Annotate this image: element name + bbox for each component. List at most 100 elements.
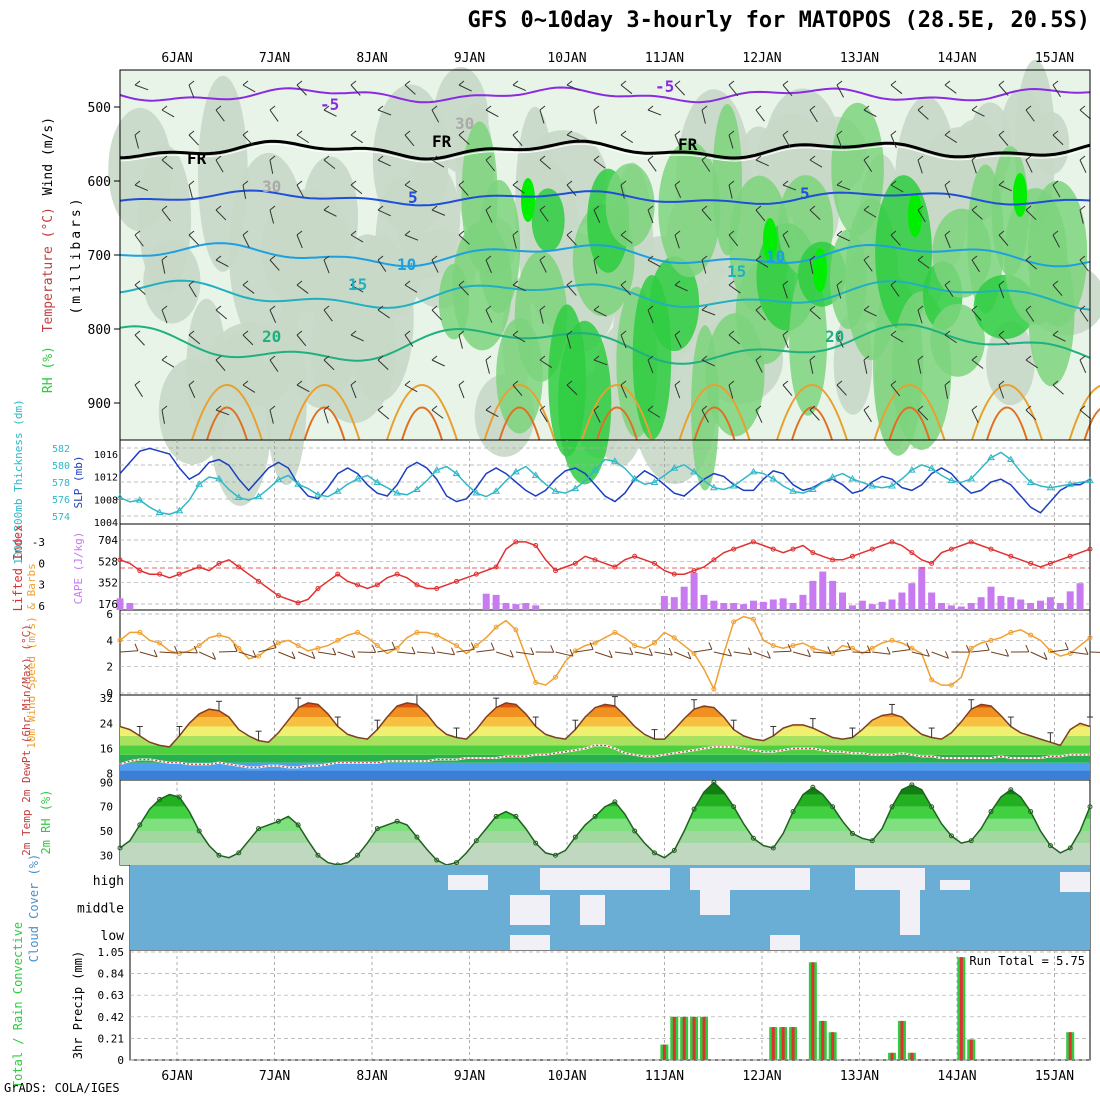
wind-speed-line-point <box>790 643 796 649</box>
wind-barb <box>134 184 149 192</box>
lifted-index-line-point <box>275 593 281 599</box>
wind-barb-flag <box>404 230 411 236</box>
wind-barb <box>701 159 711 172</box>
wind-barb-flag <box>296 380 303 386</box>
wind-barb-flag <box>296 330 303 336</box>
upper-air-rh-shading <box>108 59 1100 507</box>
thickness-line-point <box>670 464 679 471</box>
wind-barb <box>296 184 305 198</box>
wind-barb-flag <box>674 380 681 386</box>
wind-barb-flag <box>458 80 465 86</box>
wind-barb <box>458 134 470 145</box>
wind-barb-10m-flag <box>470 642 475 650</box>
wind-barb-flag <box>431 405 438 411</box>
wind-barb-10m-flag <box>965 644 970 653</box>
temp-tick-label: 16 <box>100 743 113 756</box>
lifted-index-line-point <box>810 550 816 556</box>
rh-patch-high <box>1027 180 1088 327</box>
wind-barb <box>377 109 392 116</box>
cape-bar <box>720 603 728 610</box>
wind-barb-flag <box>674 330 681 336</box>
wind-speed-line-point <box>374 643 380 649</box>
wind-barb <box>1079 359 1087 373</box>
cape-bar <box>898 592 906 610</box>
contour-label: -5 <box>655 77 674 96</box>
wind-barb-flag <box>782 330 789 336</box>
rh-line-point <box>572 834 578 840</box>
date-label-bottom: 14JAN <box>937 1069 976 1084</box>
rh-line-point <box>533 840 539 846</box>
rh-line-point <box>632 828 638 834</box>
wind-barb-flag <box>620 330 627 336</box>
wind-barb-flag <box>242 180 249 186</box>
cape-bar <box>1056 603 1064 610</box>
wind-barb <box>863 159 873 172</box>
rh-line-point <box>731 804 737 810</box>
rh-line-point <box>988 809 994 815</box>
wind-barb <box>485 359 490 374</box>
wind-barb <box>782 234 790 248</box>
thickness-tick-label: 580 <box>52 461 70 472</box>
wind-barb-flag <box>1052 80 1059 86</box>
wind-barb-10m-flag <box>807 649 811 657</box>
lifted-index-line-point <box>414 582 420 588</box>
wind-barb <box>1052 184 1061 198</box>
wind-barb-flag <box>836 80 843 86</box>
thickness-line-point <box>868 482 877 489</box>
cape-bar <box>116 598 124 610</box>
wind-barb <box>404 284 418 293</box>
wind-barb-flag <box>161 405 168 411</box>
wind-barb <box>863 359 868 374</box>
lifted-index-line-point <box>1087 546 1093 552</box>
wind-barb-10m-flag <box>272 640 277 648</box>
wind-barb <box>404 234 419 241</box>
thickness-line-point <box>254 492 263 500</box>
wind-speed-line-point <box>889 637 895 643</box>
thickness-line-point <box>1086 476 1094 484</box>
wind-speed-line-point <box>869 645 875 651</box>
wind-barb-flag <box>701 255 708 261</box>
upper-air-panel: 500 600 700 800 900 -5 -5 FR FR FR 5 5 10 10 15 15 20 20… <box>88 59 1100 507</box>
wind-barb <box>539 409 548 423</box>
wind-barb-flag <box>134 130 141 136</box>
wind-barb <box>971 209 983 220</box>
slp-tick-label: 1012 <box>94 473 118 484</box>
rh-band <box>120 806 1090 819</box>
cape-bar <box>819 571 827 610</box>
wind-barb <box>512 84 527 92</box>
thickness-line-point <box>234 493 243 500</box>
cloud-patch <box>940 880 970 890</box>
wind-barb-flag <box>836 180 843 186</box>
wind-barb-flag <box>701 355 708 361</box>
wind-speed-line-point <box>632 643 638 649</box>
precip-bar-convective <box>682 1016 686 1060</box>
wind-barb <box>728 84 739 97</box>
wind-ylabel: 10m Wind Speed (m/s) & Barbs <box>25 563 38 748</box>
wind-barb-flag <box>350 180 357 186</box>
isotherm-warm-lobe <box>888 406 931 441</box>
dewpoint-line <box>119 744 1090 768</box>
wind-barb <box>1025 409 1037 421</box>
cape-bar <box>730 603 738 610</box>
wind-barb <box>566 134 581 141</box>
wind-barb <box>539 109 545 124</box>
wind-barb-flag <box>431 305 438 311</box>
date-label-bottom: 15JAN <box>1035 1069 1074 1084</box>
thickness-line-point <box>512 467 520 475</box>
wind-barb <box>431 109 440 123</box>
wind-barb-10m <box>555 651 574 657</box>
precip-tick-label: 0 <box>117 1054 124 1067</box>
wind-speed-line-point <box>612 629 618 635</box>
wind-barb <box>1079 309 1089 322</box>
rh-patch-saturated <box>763 218 777 262</box>
wind-barb-flag <box>836 380 843 386</box>
thickness-slp-ticks: 582 580 578 576 574 1016 1012 1008 1004 <box>52 444 118 529</box>
wind-barb <box>431 359 445 367</box>
isotherm-15 <box>119 279 1091 311</box>
wind-barb <box>566 334 572 349</box>
wind-barb <box>404 134 415 147</box>
cape-bar <box>839 592 847 610</box>
wind-barb <box>755 409 763 423</box>
temp-line <box>119 702 1091 748</box>
wind-barb <box>512 234 517 249</box>
